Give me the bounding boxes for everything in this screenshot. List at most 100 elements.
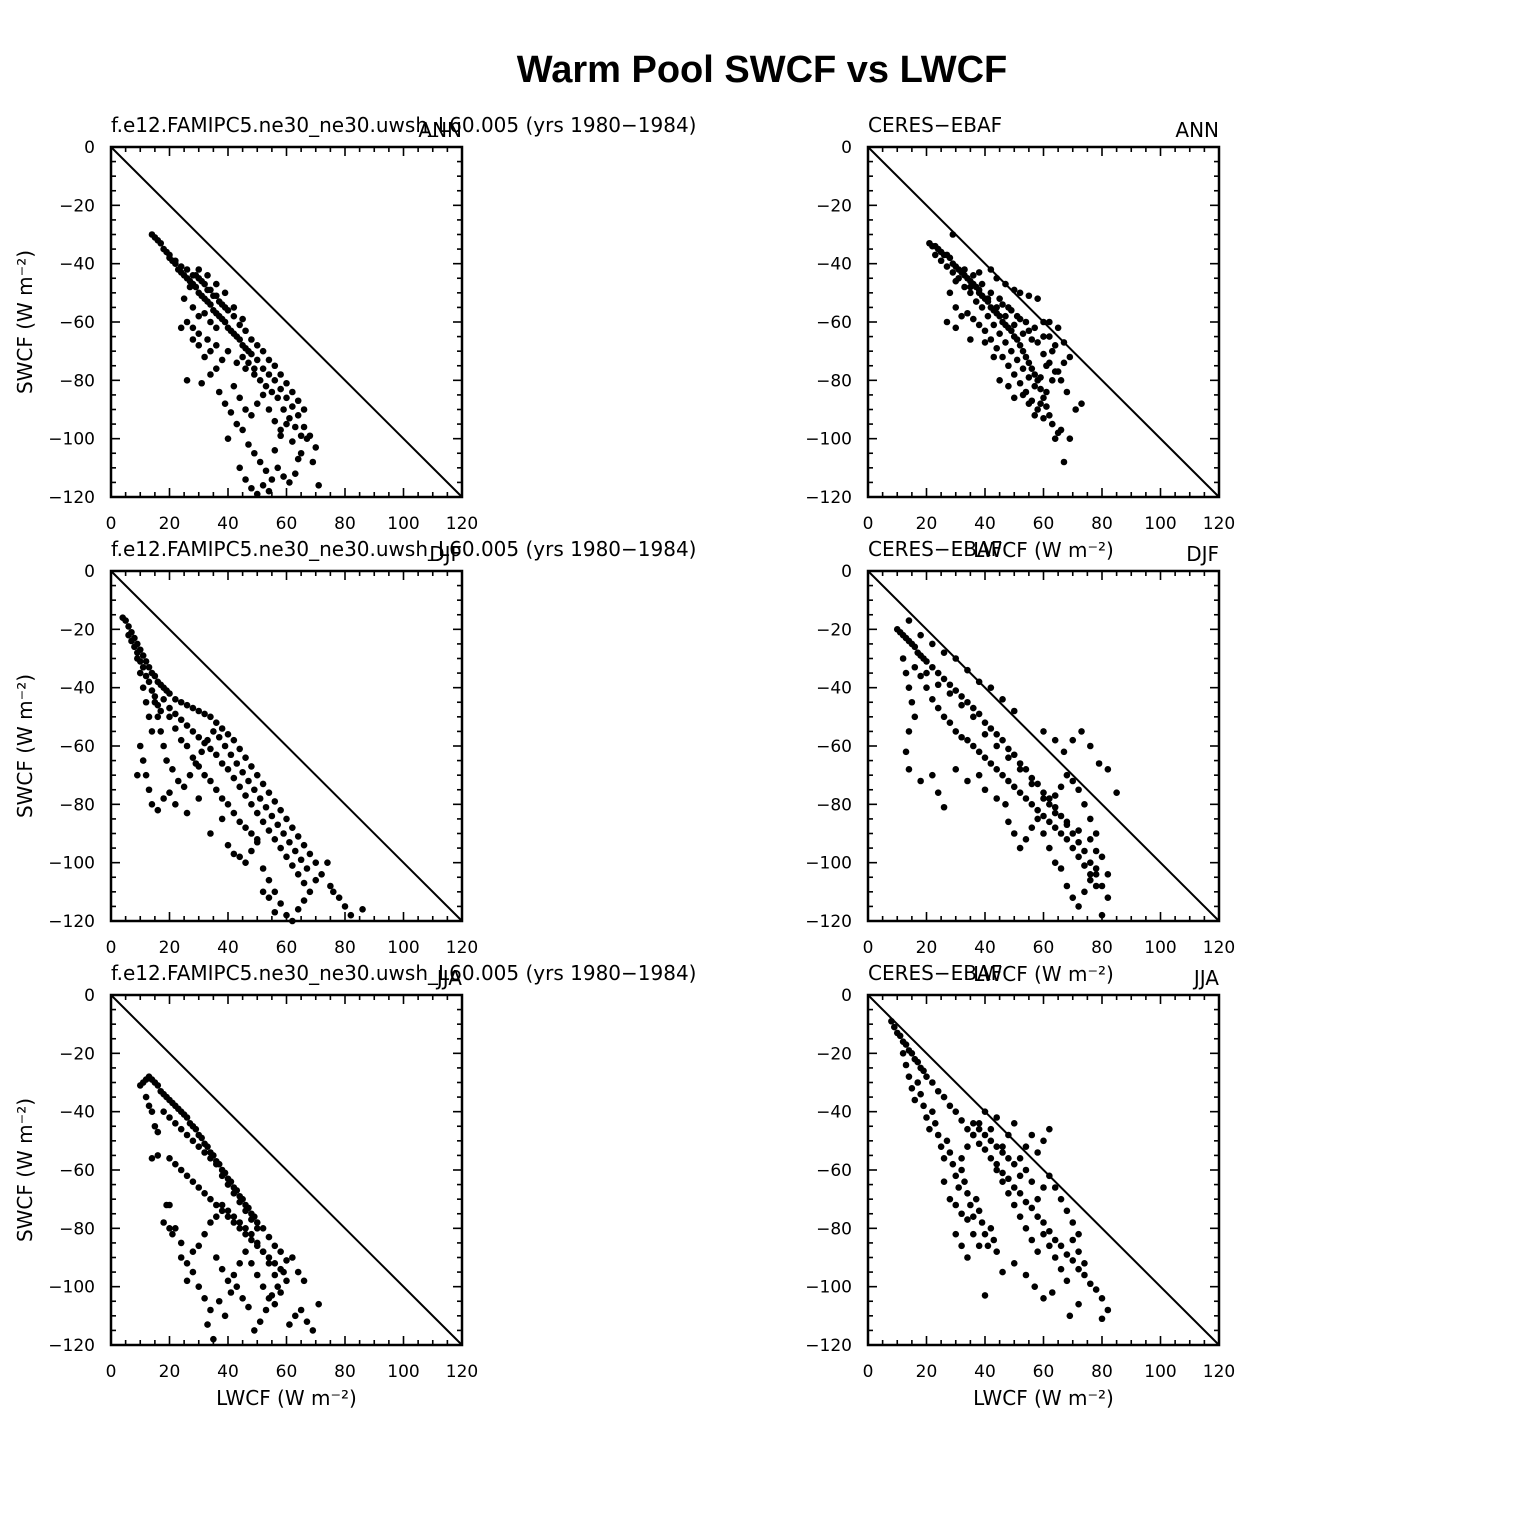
y-tick-label: −120 (48, 488, 95, 508)
data-point (139, 652, 147, 659)
data-point (268, 476, 276, 483)
x-axis-label: LWCF (W m⁻²) (973, 962, 1114, 986)
data-point (999, 771, 1006, 779)
data-point (189, 728, 197, 735)
data-point (987, 266, 995, 273)
data-point (1046, 818, 1053, 826)
data-point (964, 1216, 971, 1223)
data-point (201, 309, 208, 317)
data-point (1104, 894, 1112, 901)
data-point (248, 1236, 255, 1244)
data-point (177, 716, 185, 724)
data-point (1104, 871, 1112, 878)
data-point (1005, 777, 1012, 785)
data-point (1031, 382, 1039, 390)
data-point (300, 841, 308, 849)
data-point (142, 771, 150, 779)
data-point (236, 1219, 243, 1226)
data-point (233, 760, 241, 767)
data-point (1057, 1265, 1065, 1273)
data-point (218, 1201, 226, 1209)
data-point (1113, 789, 1120, 796)
data-point (958, 1117, 965, 1124)
data-point (195, 342, 203, 349)
data-point (1066, 1312, 1074, 1320)
data-point (987, 1155, 995, 1162)
y-tick-label: −80 (59, 371, 95, 391)
data-point (1069, 777, 1077, 785)
data-point (940, 803, 948, 811)
data-point (923, 669, 930, 677)
data-point (154, 1152, 162, 1159)
data-point (993, 1248, 1000, 1255)
data-point (975, 771, 983, 779)
data-point (192, 1125, 200, 1133)
data-point (964, 1143, 971, 1150)
data-point (1046, 844, 1053, 852)
scatter-panel-1: 0 20 40 60 80 100 120 0 −20 −40 −60 −80 −100 −120 f.e1… (13, 113, 697, 534)
data-point (1028, 1204, 1036, 1212)
data-point (1022, 318, 1030, 326)
data-point (230, 1219, 238, 1226)
data-point (1063, 882, 1071, 890)
data-point (242, 1230, 249, 1238)
data-point (1095, 760, 1103, 767)
data-point (972, 1195, 980, 1203)
data-point (1034, 806, 1041, 814)
data-point (999, 1178, 1006, 1185)
data-points (926, 231, 1085, 466)
data-point (294, 1268, 302, 1276)
data-point (1063, 1207, 1071, 1215)
data-point (148, 1108, 156, 1115)
data-point (283, 853, 290, 861)
data-point (1072, 406, 1079, 413)
data-point (970, 1120, 977, 1127)
data-point (993, 731, 1000, 738)
data-point (958, 312, 965, 320)
data-point (154, 701, 162, 709)
data-point (999, 301, 1006, 308)
data-point (359, 906, 366, 913)
data-point (166, 1201, 173, 1209)
data-point (169, 766, 176, 773)
data-point (970, 272, 977, 279)
data-point (999, 1268, 1006, 1276)
x-tick-label: 100 (1144, 514, 1176, 534)
y-tick-label: −100 (805, 430, 852, 450)
data-point (271, 362, 279, 370)
data-point (142, 1093, 150, 1101)
data-point (215, 733, 223, 741)
data-point (160, 1108, 167, 1115)
data-point (271, 1300, 279, 1308)
data-point (218, 1207, 226, 1215)
data-point (975, 269, 983, 276)
data-point (242, 859, 249, 866)
data-point (294, 906, 302, 913)
data-point (923, 1114, 930, 1121)
panel-title-left: CERES−EBAF (868, 113, 1002, 137)
data-point (230, 1271, 238, 1279)
data-point (964, 1254, 971, 1261)
data-point (975, 321, 983, 329)
data-point (309, 458, 317, 466)
data-point (899, 1050, 907, 1057)
data-point (937, 1143, 945, 1150)
data-point (259, 1225, 267, 1232)
data-point (289, 403, 296, 410)
data-point (160, 696, 167, 703)
x-tick-label: 20 (916, 1362, 938, 1382)
data-point (1040, 1295, 1047, 1302)
data-point (207, 1155, 214, 1162)
data-point (1098, 853, 1106, 861)
data-point (1016, 789, 1024, 796)
data-point (1075, 1230, 1082, 1238)
data-point (289, 1254, 296, 1261)
data-point (1046, 412, 1053, 419)
x-tick-label: 60 (276, 1362, 298, 1382)
data-point (236, 745, 243, 753)
data-point (207, 286, 214, 294)
data-point (990, 321, 998, 329)
data-point (987, 1225, 995, 1232)
data-point (177, 698, 185, 706)
data-point (139, 663, 147, 671)
